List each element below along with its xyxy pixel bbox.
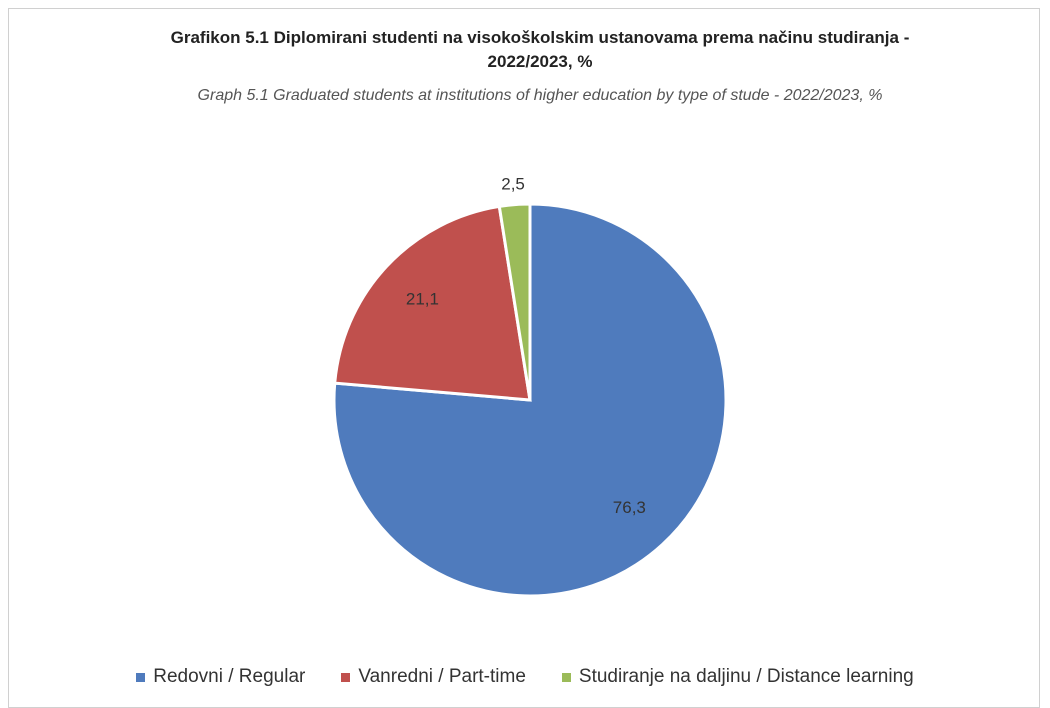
legend-swatch <box>341 672 351 682</box>
pie-slice <box>333 204 532 402</box>
legend-item: Studiranje na daljinu / Distance learnin… <box>561 666 914 688</box>
legend-swatch <box>136 672 146 682</box>
data-label: 76,3 <box>613 498 646 517</box>
data-label: 21,1 <box>406 289 439 308</box>
legend-label: Redovni / Regular <box>153 666 306 687</box>
data-label: 2,5 <box>501 175 525 194</box>
legend-item: Vanredni / Part-time <box>341 666 526 688</box>
legend-item: Redovni / Regular <box>136 666 305 688</box>
legend-label: Studiranje na daljinu / Distance learnin… <box>578 666 914 687</box>
legend-label: Vanredni / Part-time <box>358 666 526 687</box>
legend-swatch <box>561 672 571 682</box>
chart-title: Grafikon 5.1 Diplomirani studenti na vis… <box>170 28 910 71</box>
pie-slice <box>497 202 532 401</box>
legend: Redovni / Regular Vanredni / Part-time Stu… <box>0 666 1050 688</box>
chart-subtitle: Graph 5.1 Graduated students at institut… <box>197 87 883 104</box>
